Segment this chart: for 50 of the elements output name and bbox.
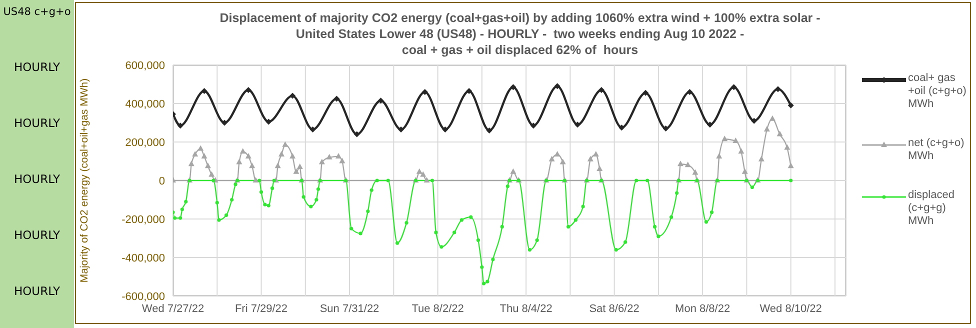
point xyxy=(334,96,340,102)
legend-label: displaced (c+g+g) MWh xyxy=(908,189,956,228)
point xyxy=(530,122,536,129)
point xyxy=(686,88,693,95)
x-tick-label: Tue 8/2/22 xyxy=(412,302,464,315)
point xyxy=(245,87,252,94)
point xyxy=(554,83,560,90)
point xyxy=(466,88,472,94)
x-tick-label: Thu 8/4/22 xyxy=(500,302,552,315)
x-tick-label: Wed 8/10/22 xyxy=(760,302,822,315)
point xyxy=(398,126,404,132)
x-tick-label: Sun 7/31/22 xyxy=(320,302,380,315)
y-tick-label: 200,000 xyxy=(125,136,165,149)
side-panel: US48 c+g+o HOURLY HOURLY HOURLY HOURLY HOURLY xyxy=(0,0,74,328)
point xyxy=(177,122,184,129)
y-tick-label: 400,000 xyxy=(125,98,165,110)
point xyxy=(378,98,384,104)
y-tick-label: -200,000 xyxy=(122,214,165,226)
point xyxy=(662,126,669,132)
y-tick-label: -400,000 xyxy=(122,252,165,264)
point xyxy=(310,126,316,132)
y-tick-label: 600,000 xyxy=(125,60,165,72)
point xyxy=(442,126,448,132)
point xyxy=(730,84,737,90)
y-axis-title: Majority of CO2 energy (coal+oil+gas MWh) xyxy=(78,78,91,283)
point xyxy=(290,92,296,99)
point xyxy=(201,88,208,94)
point xyxy=(422,88,428,95)
point xyxy=(706,122,713,128)
x-tick-label: Wed 7/27/22 xyxy=(142,302,204,315)
legend-label: coal+ gas +oil (c+g+o) MWh xyxy=(908,72,967,111)
point xyxy=(266,118,272,125)
point xyxy=(618,124,625,131)
point xyxy=(598,87,604,94)
x-tick-label: Sat 8/6/22 xyxy=(589,302,640,315)
point xyxy=(642,90,649,96)
point xyxy=(221,120,228,126)
legend-label: net (c+g+o) MWh xyxy=(908,137,966,163)
y-tick-label: 0 xyxy=(158,175,165,188)
point xyxy=(751,118,758,124)
point xyxy=(354,131,360,138)
point xyxy=(774,86,781,92)
x-tick-label: Mon 8/8/22 xyxy=(675,302,730,315)
point xyxy=(486,127,492,134)
chart-title: Displacement of majority CO2 energy (coal+gas+oil) by adding 1060% extra wind + 100% extra solar - United States Lower 48 (US48) - HOURLY - two weeks ending Aug 10 2022 - coal + gas + oil displaced 62% of hours xyxy=(218,10,822,58)
point xyxy=(788,102,794,108)
point xyxy=(574,122,581,128)
point xyxy=(510,84,516,90)
x-tick-label: Fri 7/29/22 xyxy=(234,302,288,315)
y-tick-label: -600,000 xyxy=(122,290,165,303)
